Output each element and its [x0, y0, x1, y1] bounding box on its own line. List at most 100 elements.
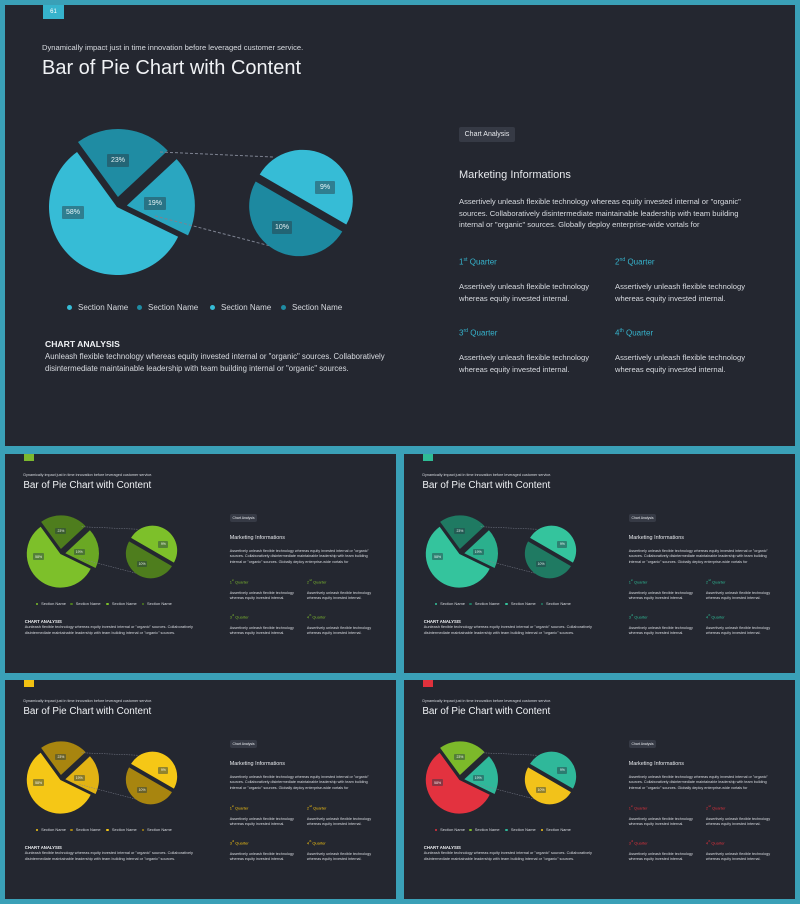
pie-slice-58	[26, 752, 91, 814]
quarter-text-4: Assertively unleash flexible technology …	[705, 851, 771, 862]
quarter-text-2: Assertively unleash flexible technology …	[705, 590, 771, 601]
quarter-heading-3: 3rd Quarter	[229, 839, 249, 846]
legend-item: Section Name	[141, 827, 172, 833]
legend-swatch	[469, 602, 472, 606]
connector-line-top	[480, 526, 537, 530]
chart-analysis-heading: CHART ANALYSIS	[45, 339, 120, 349]
bar-slice-9	[530, 751, 577, 789]
quarter-text-4: Assertively unleash flexible technology …	[306, 625, 372, 636]
legend-item: Section Name	[35, 601, 66, 606]
legend-item: Section Name	[505, 827, 536, 832]
quarter-text-1: Assertively unleash flexible technology …	[628, 816, 693, 827]
legend-swatch	[67, 305, 72, 310]
slide-number-badge	[23, 680, 35, 687]
legend-label: Section Name	[147, 827, 172, 833]
quarter-text-3: Assertively unleash flexible technology …	[459, 353, 590, 374]
bar-slice-9	[530, 525, 577, 563]
quarter-heading-3: 3rd Quarter	[628, 613, 648, 620]
bar-data-label: 9%	[315, 181, 335, 194]
connector-line-bottom	[478, 558, 553, 578]
connector-line-top	[81, 526, 138, 530]
legend-label: Section Name	[75, 827, 101, 833]
page-title: Bar of Pie Chart with Content	[42, 57, 302, 79]
quarter-text-2: Assertively unleash flexible technology …	[306, 590, 372, 601]
quarter-heading-2: 2nd Quarter	[705, 578, 726, 585]
legend-label: Section Name	[148, 303, 199, 312]
page-title: Bar of Pie Chart with Content	[422, 479, 551, 491]
chart-analysis-text: Aunleash flexible technology whereas equ…	[45, 352, 385, 373]
chart-analysis-heading: CHART ANALYSIS	[24, 619, 62, 625]
headline-text: Dynamically impact just in time innovati…	[422, 698, 552, 703]
legend-swatch	[141, 602, 145, 606]
bar-slice-10	[125, 767, 172, 805]
chart-analysis-tag: Chart Analysis	[229, 740, 258, 748]
bar-data-label: 9%	[158, 541, 169, 548]
bar-data-label: 9%	[158, 767, 169, 774]
pie-data-label: 58%	[33, 553, 45, 560]
slide-number-badge	[23, 454, 35, 461]
pie-slice-23	[440, 741, 485, 776]
quarter-text-3: Assertively unleash flexible technology …	[628, 625, 693, 636]
marketing-text: Assertively unleash flexible technology …	[229, 548, 369, 564]
pie-data-label: 19%	[73, 549, 85, 556]
legend-item: Section Name	[434, 827, 465, 833]
quarter-heading-3: 3rd Quarter	[628, 839, 648, 846]
bar-data-label: 10%	[272, 221, 292, 234]
quarter-text-2: Assertively unleash flexible technology …	[705, 816, 771, 827]
pie-data-label: 23%	[454, 527, 466, 535]
connector-line-top	[159, 151, 274, 158]
quarter-heading-4: 4th Quarter	[306, 613, 326, 620]
marketing-heading: Marketing Informations	[628, 535, 684, 542]
marketing-text: Assertively unleash flexible technology …	[628, 774, 768, 790]
quarter-text-2: Assertively unleash flexible technology …	[306, 816, 372, 827]
legend-item: Section Name	[141, 601, 172, 606]
legend-label: Section Name	[41, 827, 66, 833]
bar-data-label: 9%	[557, 767, 568, 774]
marketing-text: Assertively unleash flexible technology …	[459, 197, 741, 229]
bar-data-label: 10%	[137, 786, 148, 794]
quarter-text-2: Assertively unleash flexible technology …	[615, 282, 746, 303]
legend-label: Section Name	[440, 827, 465, 833]
pie-slice-19	[464, 530, 498, 568]
quarter-text-4: Assertively unleash flexible technology …	[615, 353, 746, 374]
marketing-text: Assertively unleash flexible technology …	[229, 774, 369, 790]
pie-slice-23	[440, 515, 485, 550]
pie-slice-58	[49, 151, 179, 276]
quarter-heading-1: 1st Quarter	[628, 578, 648, 585]
pie-data-label: 58%	[33, 779, 45, 786]
legend-item: Section Name	[469, 601, 500, 606]
pie-data-label: 23%	[55, 527, 67, 535]
chart-analysis-tag: Chart Analysis	[628, 740, 657, 748]
bar-of-pie-chart	[26, 515, 178, 588]
bar-of-pie-chart	[425, 741, 577, 814]
bar-slice-10	[524, 541, 571, 579]
pie-data-label: 19%	[472, 549, 484, 556]
headline-text: Dynamically impact just in time innovati…	[42, 43, 304, 52]
bar-of-pie-chart	[49, 129, 353, 276]
slide: 61 Dynamically impact just in time innova…	[5, 5, 795, 446]
quarter-heading-2: 2nd Quarter	[615, 257, 655, 267]
quarter-heading-3: 3rd Quarter	[229, 613, 249, 620]
bar-of-pie-chart	[425, 515, 577, 588]
pie-data-label: 23%	[454, 753, 466, 761]
marketing-text: Assertively unleash flexible technology …	[628, 548, 768, 564]
legend-item: Section Name	[210, 303, 271, 312]
legend-item: Section Name	[35, 827, 66, 833]
legend-swatch	[137, 305, 142, 310]
legend-label: Section Name	[75, 601, 101, 607]
marketing-heading: Marketing Informations	[229, 761, 285, 768]
slide-number-badge: 61	[43, 5, 64, 19]
connector-line-top	[81, 752, 138, 756]
quarter-text-1: Assertively unleash flexible technology …	[459, 282, 590, 303]
chart-analysis-text: Aunleash flexible technology whereas equ…	[24, 625, 193, 635]
pie-data-label: 19%	[472, 775, 484, 782]
connector-line-bottom	[154, 215, 306, 256]
headline-text: Dynamically impact just in time innovati…	[23, 698, 153, 703]
slide: Dynamically impact just in time innovati…	[404, 454, 795, 673]
bar-data-label: 10%	[536, 560, 547, 568]
legend-swatch	[106, 602, 109, 606]
quarter-heading-4: 4th Quarter	[705, 839, 725, 846]
legend-swatch	[210, 305, 215, 310]
chart-analysis-text: Aunleash flexible technology whereas equ…	[423, 625, 592, 635]
legend-swatch	[35, 602, 39, 606]
